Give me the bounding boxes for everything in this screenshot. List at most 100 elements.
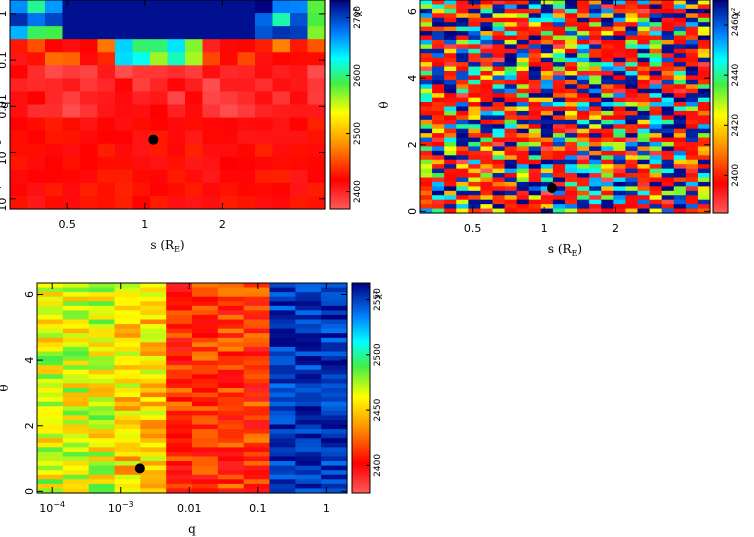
heatmap-cell — [697, 173, 711, 179]
heatmap-cell — [649, 199, 663, 205]
heatmap-cell — [613, 142, 627, 148]
heatmap-cell — [661, 190, 675, 196]
heatmap-cell — [504, 119, 518, 125]
heatmap-cell — [62, 104, 81, 119]
heatmap-cell — [601, 142, 614, 148]
heatmap-cell — [166, 456, 193, 462]
heatmap-cell — [88, 333, 116, 339]
heatmap-cell — [307, 130, 326, 145]
heatmap-cell — [540, 137, 554, 143]
heatmap-cell — [492, 79, 506, 85]
heatmap-cell — [37, 470, 64, 476]
heatmap-cell — [290, 195, 309, 210]
heatmap-cell — [528, 124, 542, 130]
heatmap-cell — [307, 182, 326, 197]
heatmap-cell — [185, 143, 204, 158]
heatmap-cell — [444, 159, 457, 165]
heatmap-cell — [243, 374, 271, 380]
heatmap-cell — [552, 177, 566, 183]
heatmap-cell — [468, 159, 482, 165]
heatmap-cell — [290, 0, 309, 14]
heatmap-cell — [552, 79, 566, 85]
heatmap-cell — [601, 159, 614, 165]
heatmap-cell — [420, 35, 433, 41]
heatmap-cell — [504, 57, 518, 63]
plot-frame — [36, 282, 348, 494]
heatmap-cell — [637, 84, 651, 90]
x-axis-label: q — [188, 522, 196, 536]
heatmap-cell — [456, 133, 469, 139]
heatmap-cell — [601, 8, 614, 14]
heatmap-cell — [237, 52, 256, 66]
heatmap-cell — [88, 429, 116, 435]
heatmap-cell — [290, 169, 309, 184]
heatmap-cell — [269, 388, 296, 394]
heatmap-cell — [243, 461, 271, 467]
heatmap-cell — [649, 88, 663, 94]
heatmap-cell — [516, 13, 530, 19]
heatmap-cell — [321, 442, 348, 448]
heatmap-cell — [255, 104, 274, 119]
heatmap-cell — [420, 53, 433, 59]
heatmap-cell — [625, 66, 639, 72]
heatmap-cell — [420, 31, 433, 37]
heatmap-cell — [480, 66, 494, 72]
heatmap-cell — [613, 137, 627, 143]
heatmap-cell — [37, 324, 64, 330]
heatmap-cell — [321, 360, 348, 366]
heatmap-cell — [540, 97, 554, 103]
heatmap-cell — [552, 71, 566, 77]
heatmap-cell — [166, 470, 193, 476]
colorbar-tick-label: 2440 — [731, 63, 741, 86]
heatmap-cell — [269, 429, 296, 435]
heatmap-cell — [613, 164, 627, 170]
heatmap-cell — [589, 53, 602, 59]
heatmap-cell — [661, 44, 675, 50]
heatmap-cell — [468, 115, 482, 121]
y-tick-label: 1 — [0, 10, 9, 17]
heatmap-cell — [565, 26, 578, 32]
heatmap-cell — [589, 128, 602, 134]
heatmap-cell — [420, 204, 433, 210]
heatmap-cell — [62, 415, 90, 421]
heatmap-cell — [613, 155, 627, 161]
heatmap-cell — [589, 66, 602, 72]
heatmap-cell — [552, 181, 566, 187]
heatmap-cell — [565, 115, 578, 121]
heatmap-cell — [552, 22, 566, 28]
heatmap-cell — [307, 195, 326, 210]
heatmap-cell — [444, 88, 457, 94]
heatmap-cell — [673, 124, 687, 130]
heatmap-cell — [114, 397, 141, 403]
heatmap-cell — [649, 106, 663, 112]
x-tick-label: 10−4 — [39, 500, 65, 515]
heatmap-cell — [697, 137, 711, 143]
heatmap-cell — [166, 488, 193, 494]
heatmap-cell — [432, 204, 445, 210]
heatmap-cell — [625, 190, 639, 196]
heatmap-cell — [649, 44, 663, 50]
heatmap-cell — [166, 442, 193, 448]
heatmap-cell — [444, 39, 457, 45]
heatmap-cell — [577, 79, 590, 85]
heatmap-cell — [528, 17, 542, 23]
heatmap-cell — [492, 155, 506, 161]
heatmap-cell — [420, 137, 433, 143]
heatmap-cell — [202, 0, 221, 14]
heatmap-cell — [649, 181, 663, 187]
heatmap-cell — [637, 4, 651, 10]
heatmap-cell — [45, 104, 64, 119]
heatmap-cell — [166, 319, 193, 325]
heatmap-cell — [468, 13, 482, 19]
heatmap-cell — [528, 75, 542, 81]
heatmap-cell — [528, 57, 542, 63]
heatmap-cell — [649, 186, 663, 192]
heatmap-cell — [589, 93, 602, 99]
heatmap-cell — [192, 461, 219, 467]
heatmap-cell — [37, 365, 64, 371]
heatmap-cell — [685, 17, 699, 23]
heatmap-cell — [661, 181, 675, 187]
heatmap-cell — [637, 71, 651, 77]
heatmap-cell — [243, 429, 271, 435]
heatmap-cell — [552, 53, 566, 59]
